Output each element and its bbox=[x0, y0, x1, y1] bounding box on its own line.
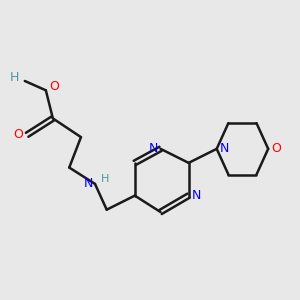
Text: O: O bbox=[50, 80, 59, 93]
Text: N: N bbox=[192, 189, 202, 202]
Text: N: N bbox=[220, 142, 230, 155]
Text: H: H bbox=[101, 174, 109, 184]
Text: N: N bbox=[83, 177, 93, 190]
Text: O: O bbox=[272, 142, 282, 155]
Text: H: H bbox=[10, 71, 19, 84]
Text: N: N bbox=[149, 142, 158, 155]
Text: O: O bbox=[14, 128, 24, 141]
